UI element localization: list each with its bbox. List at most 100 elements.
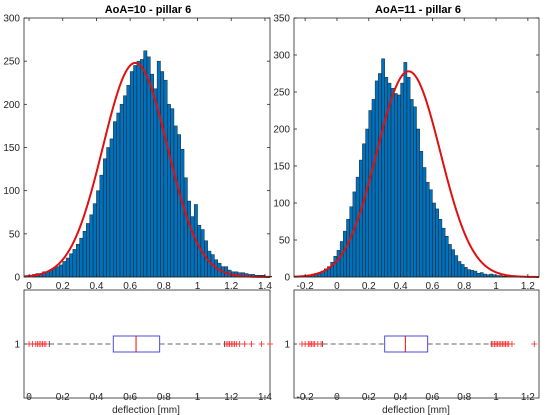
right-hist-ytick-label: 100 [273, 199, 290, 210]
right-hist-bar [429, 189, 433, 278]
left-hist-xtick-label: 0.2 [56, 281, 70, 292]
right-hist-ytick-label: 50 [279, 236, 291, 247]
right-hist-bar [448, 244, 452, 278]
right-hist-bar [438, 219, 443, 278]
left-box-outlier [267, 341, 273, 347]
right-hist-bar [362, 143, 366, 278]
left-hist-title: AoA=10 - pillar 6 [105, 4, 192, 16]
right-box-xlabel: deflection [mm] [382, 405, 450, 415]
right-hist-bar [479, 272, 484, 278]
left-hist-bar [126, 85, 131, 278]
left-hist-bar [109, 138, 114, 278]
left-hist-bar [82, 231, 87, 278]
left-box-xtick-label: 0.4 [89, 392, 103, 403]
right-box-ytick-label: 1 [284, 340, 290, 351]
right-box-xtick-label: 0.2 [362, 392, 376, 403]
left-hist-bar [55, 266, 60, 278]
right-hist-bar [425, 182, 430, 278]
right-hist-bar [413, 106, 417, 278]
right-hist-bar [457, 261, 462, 278]
left-hist-bar [113, 121, 117, 278]
left-hist-bar [166, 104, 171, 278]
right-hist-bar [470, 270, 474, 278]
left-hist-xtick-label: 1.2 [224, 281, 238, 292]
left-hist-bar [153, 88, 158, 278]
right-hist-ytick-label: 150 [273, 162, 290, 173]
right-hist-bar [432, 202, 436, 278]
right-hist-bar [384, 76, 389, 278]
left-hist-bar [143, 50, 148, 278]
left-box-xtick-label: 0.8 [157, 392, 171, 403]
left-hist-bar [140, 59, 144, 278]
right-hist-xtick-label: 0.4 [394, 281, 408, 292]
left-hist-ytick-label: 200 [3, 100, 20, 111]
right-hist-bar [473, 270, 478, 278]
right-hist-bar [390, 88, 395, 278]
right-hist-bar [339, 241, 344, 278]
right-hist-xtick-label: 1 [493, 281, 499, 292]
right-box-xtick-label: 0.8 [457, 392, 471, 403]
right-hist-bar [476, 273, 481, 278]
right-hist-xtick-label: 0.8 [457, 281, 471, 292]
left-hist-bar [170, 108, 175, 278]
left-hist-panel: 0 0.2 0.4 0.6 0.8 1 1.2 1.4 0 50 100 150 200 250 300 [3, 14, 272, 293]
left-box-xtick-label: 1.2 [224, 392, 238, 403]
right-hist-bar [419, 150, 424, 278]
left-hist-xtick-label: 0.8 [157, 281, 171, 292]
left-hist-bar [102, 158, 107, 278]
left-hist-bar [62, 261, 67, 278]
left-fit-curve [23, 61, 270, 278]
right-hist-bar [336, 250, 341, 278]
right-box-xtick-label: 1.2 [521, 392, 535, 403]
right-hist-bar [381, 58, 385, 278]
right-box-iqr [384, 335, 429, 353]
right-hist-bar [416, 128, 420, 278]
left-hist-bar [150, 73, 154, 278]
right-hist-ytick-label: 0 [284, 273, 290, 284]
left-box-outlier [236, 341, 243, 347]
right-hist-bar [406, 76, 411, 278]
right-box-xtick-label: 0 [334, 392, 340, 403]
left-hist-xtick-label: 0.6 [123, 281, 137, 292]
left-hist-bar [116, 112, 121, 278]
left-box-outlier [42, 341, 49, 347]
left-hist-bar [86, 223, 90, 278]
right-hist-bar [333, 256, 338, 278]
left-hist-bar [187, 200, 192, 278]
left-hist-bar [72, 249, 77, 278]
right-hist-bar [394, 93, 398, 278]
right-hist-bar [464, 267, 468, 278]
right-hist-bar [365, 128, 369, 278]
left-box-panel: 1 0 0.2 0.4 0.6 0.8 1 1.2 1.4 [14, 289, 273, 403]
right-hist-bar [355, 176, 360, 278]
right-hist-xtick-label: 1.2 [521, 281, 535, 292]
right-hist-bar [460, 264, 465, 278]
right-hist-bar [400, 82, 404, 278]
left-hist-bar [99, 174, 104, 278]
right-hist-bar [359, 159, 363, 278]
left-hist-bar [52, 268, 57, 278]
left-hist-bar [59, 264, 63, 278]
left-hist-bar [180, 149, 185, 278]
left-hist-bar [92, 203, 97, 278]
left-hist-bar [173, 125, 178, 278]
left-hist-bar [123, 95, 128, 278]
right-hist-bar [441, 227, 446, 278]
left-hist-xtick-label: 1.4 [258, 281, 272, 292]
right-hist-xtick-label: -0.2 [297, 281, 315, 292]
left-hist-bar [177, 134, 181, 278]
right-hist-xtick-label: 0 [334, 281, 340, 292]
left-hist-bar [65, 257, 70, 278]
right-hist-bar [343, 230, 347, 278]
left-box-ytick-label: 1 [14, 340, 20, 351]
right-hist-axes [293, 17, 540, 278]
left-box-xlabel: deflection [mm] [112, 405, 180, 415]
right-hist-bar [409, 99, 414, 278]
left-hist-bar [96, 190, 101, 278]
right-hist-bar [435, 208, 439, 278]
right-hist-ytick-label: 200 [273, 125, 290, 136]
left-hist-bar [119, 104, 124, 278]
left-hist-bar [69, 253, 74, 278]
right-hist-title: AoA=11 - pillar 6 [375, 4, 461, 16]
right-hist-bar [374, 80, 379, 278]
